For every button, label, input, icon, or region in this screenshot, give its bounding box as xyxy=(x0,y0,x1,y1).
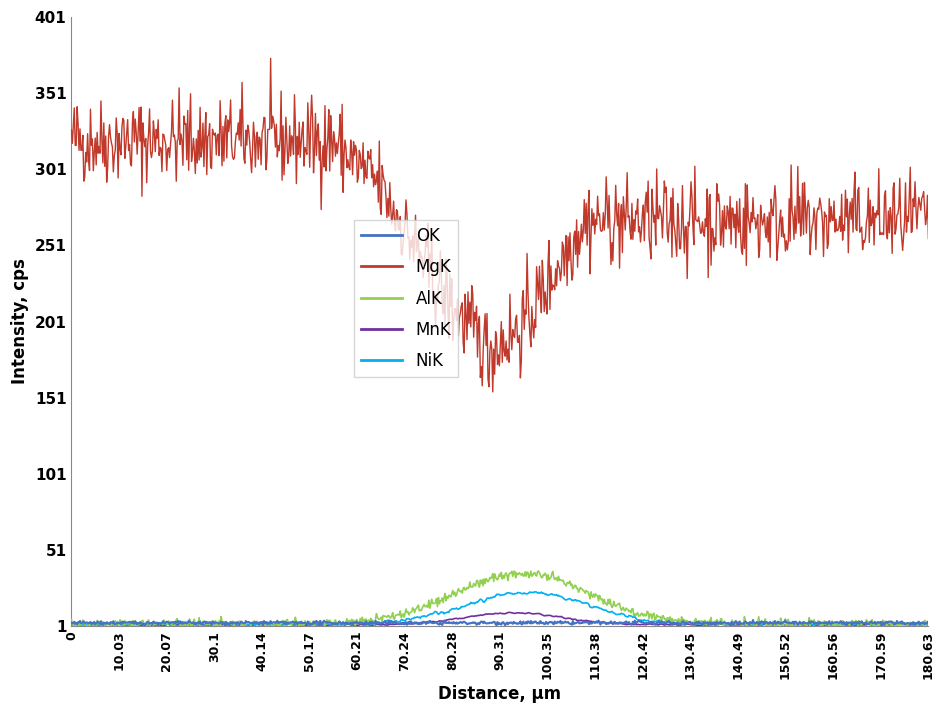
Legend: OK, MgK, AlK, MnK, NiK: OK, MgK, AlK, MnK, NiK xyxy=(354,221,458,377)
Y-axis label: Intensity, cps: Intensity, cps xyxy=(11,258,29,384)
X-axis label: Distance, µm: Distance, µm xyxy=(438,685,562,703)
